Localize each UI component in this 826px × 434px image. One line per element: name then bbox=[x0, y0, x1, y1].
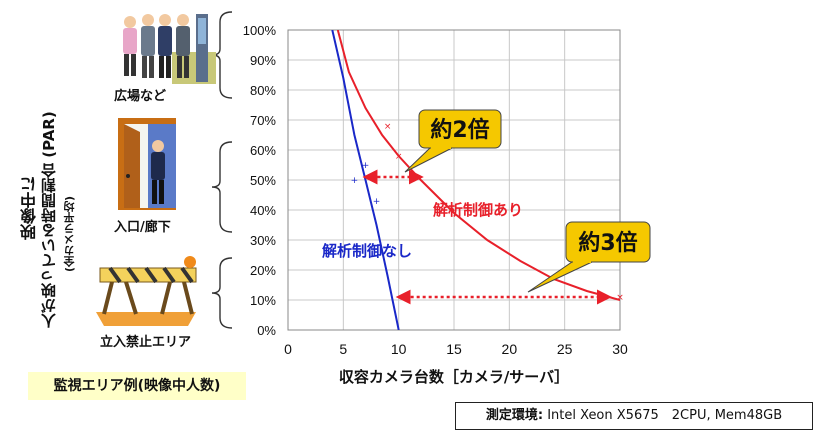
x-tick-label: 15 bbox=[446, 341, 462, 357]
series-label-without-control: 解析制御なし bbox=[322, 242, 412, 260]
callout-tail-1 bbox=[527, 261, 593, 293]
x-axis-title: 収容カメラ台数［カメラ/サーバ］ bbox=[339, 368, 569, 386]
y-tick-label: 80% bbox=[250, 83, 276, 98]
data-point-marker: × bbox=[384, 122, 392, 132]
y-axis-title: 人が映っている時間割合 (PAR) bbox=[40, 111, 58, 328]
example-area-label: 監視エリア例(映像中人数) bbox=[28, 372, 246, 400]
y-tick-label: 100% bbox=[243, 23, 277, 38]
y-tick-label: 40% bbox=[250, 203, 276, 218]
callout-join-1 bbox=[573, 260, 591, 263]
environment-box: 測定環境: Intel Xeon X5675 2CPU, Mem48GB bbox=[455, 402, 813, 430]
category-brace-2 bbox=[211, 257, 233, 329]
x-tick-label: 30 bbox=[612, 341, 628, 357]
series-line-0 bbox=[336, 30, 620, 301]
data-point-marker: + bbox=[351, 176, 359, 186]
environment-value: Intel Xeon X5675 2CPU, Mem48GB bbox=[547, 408, 783, 423]
callout-box-0 bbox=[418, 109, 502, 149]
category-label-restricted: 立入禁止エリア bbox=[100, 335, 192, 350]
x-tick-label: 25 bbox=[557, 341, 573, 357]
y-tick-label: 50% bbox=[250, 173, 276, 188]
y-tick-label: 70% bbox=[250, 113, 276, 128]
people-standing-icon bbox=[123, 14, 216, 84]
barricade-icon bbox=[96, 256, 197, 326]
environment-label: 測定環境: bbox=[485, 408, 544, 423]
y-tick-label: 60% bbox=[250, 143, 276, 158]
series-label-with-control: 解析制御あり bbox=[433, 201, 523, 219]
y-tick-label: 30% bbox=[250, 233, 276, 248]
category-label-plaza: 広場など bbox=[114, 89, 167, 104]
y-tick-label: 90% bbox=[250, 53, 276, 68]
x-tick-label: 10 bbox=[391, 341, 407, 357]
x-tick-label: 0 bbox=[284, 341, 292, 357]
callout-tail-0 bbox=[404, 147, 453, 173]
x-tick-label: 20 bbox=[502, 341, 518, 357]
category-label-entrance: 入口/廊下 bbox=[114, 220, 171, 235]
callout-text-0: 約2倍 bbox=[430, 117, 489, 143]
data-point-marker: × bbox=[395, 152, 403, 162]
doorway-person-icon bbox=[118, 118, 176, 210]
callout-join-0 bbox=[431, 146, 451, 149]
y-axis-subtitle: (全カメラ平均) bbox=[63, 195, 76, 272]
data-point-marker: + bbox=[362, 161, 370, 171]
y-tick-label: 20% bbox=[250, 263, 276, 278]
data-point-marker: × bbox=[616, 293, 624, 303]
callout-box-1 bbox=[565, 221, 651, 263]
callout-text-1: 約3倍 bbox=[578, 230, 637, 256]
plot-frame bbox=[287, 29, 621, 331]
x-tick-label: 5 bbox=[339, 341, 347, 357]
data-point-marker: + bbox=[373, 197, 381, 207]
y-tick-label: 0% bbox=[257, 323, 276, 338]
y-tick-label: 10% bbox=[250, 293, 276, 308]
category-brace-1 bbox=[211, 141, 233, 233]
